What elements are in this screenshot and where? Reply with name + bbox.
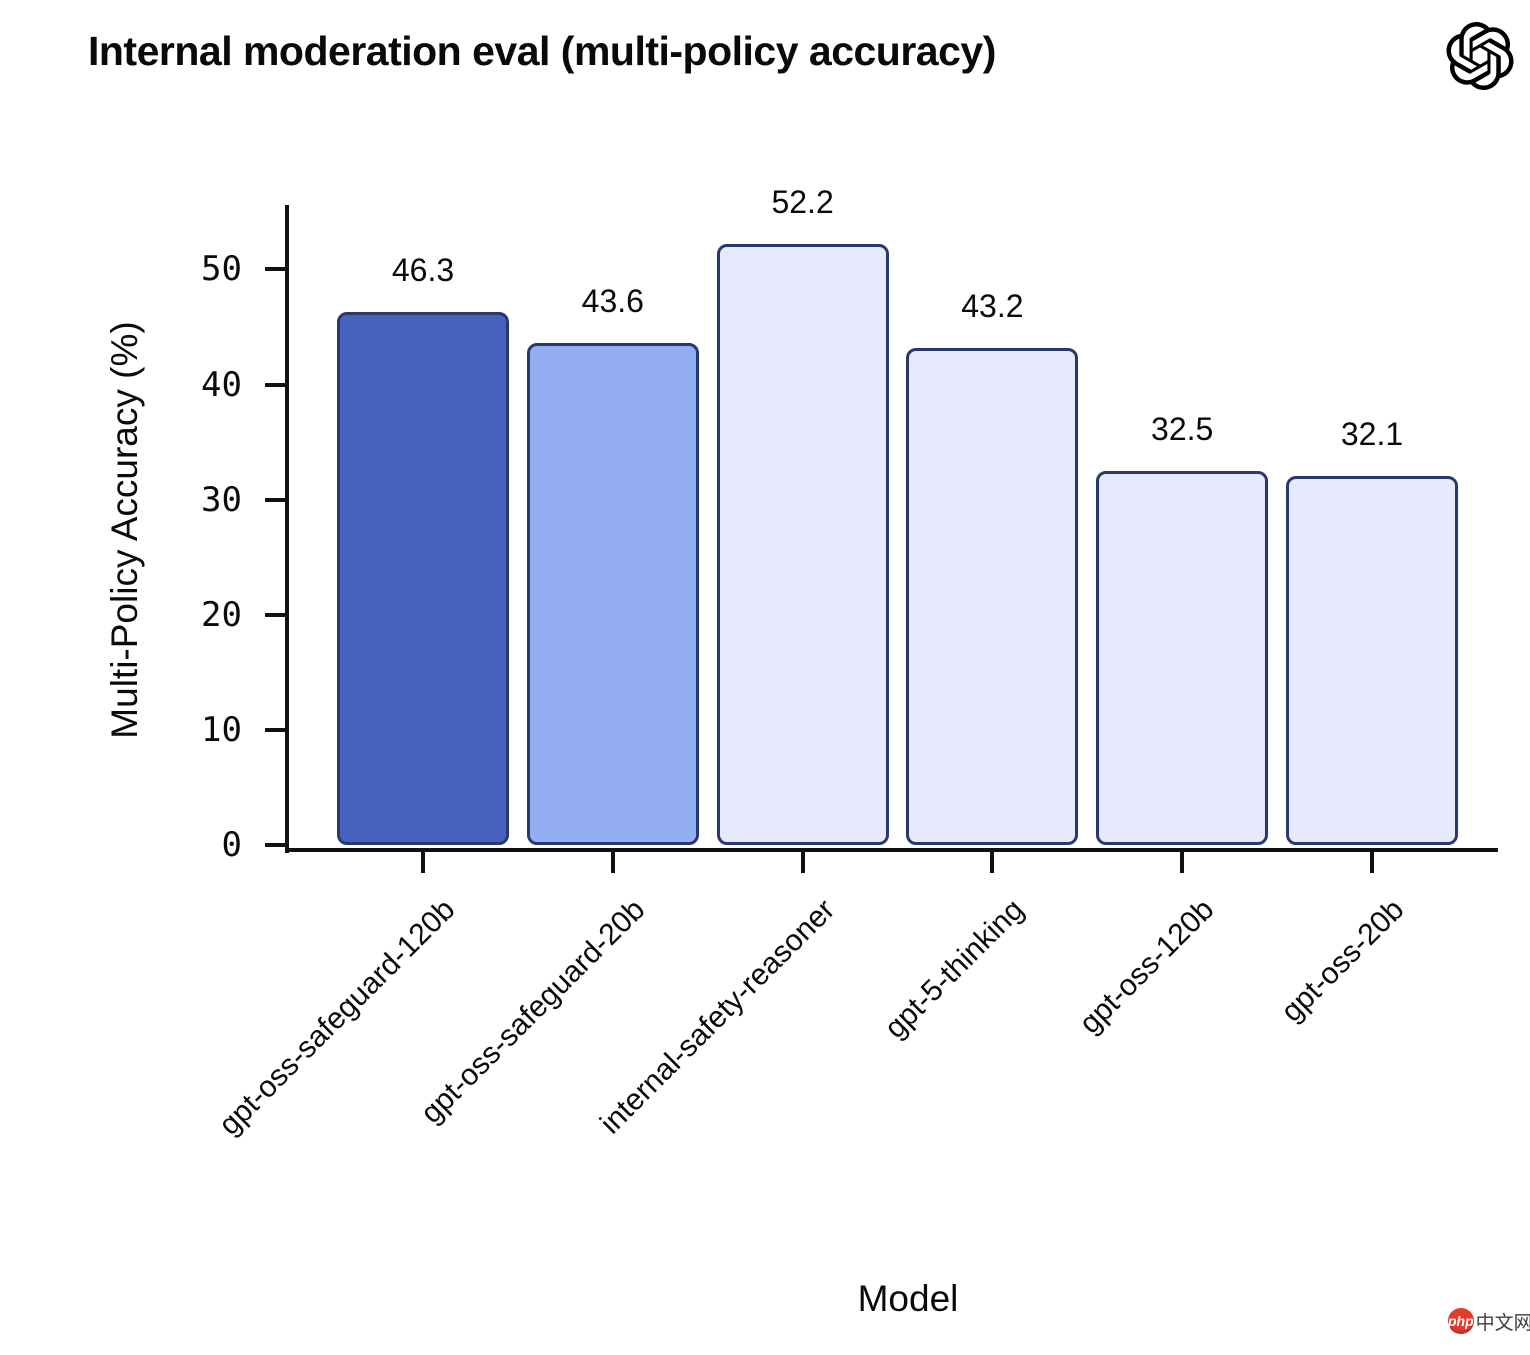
watermark-site-text: 中文网 [1475, 1312, 1530, 1334]
y-tick-label: 20 [201, 594, 242, 635]
watermark: php 中文网 [1448, 1306, 1530, 1336]
y-tick-mark [265, 612, 286, 617]
bar-value-label: 52.2 [771, 184, 834, 221]
x-tick-mark [800, 852, 805, 873]
y-tick-label: 40 [201, 364, 242, 405]
y-tick-mark [265, 727, 286, 732]
x-axis-line [285, 848, 1498, 852]
bar [526, 343, 699, 845]
bar-value-label: 43.2 [961, 287, 1024, 324]
x-tick-mark [421, 852, 425, 873]
y-tick-mark [265, 382, 286, 387]
x-tick-mark [610, 852, 615, 873]
y-tick-mark [265, 267, 286, 272]
y-tick-label: 30 [201, 479, 242, 520]
bar [1286, 475, 1458, 845]
php-logo-badge: php [1448, 1308, 1474, 1334]
x-tick-mark [1370, 852, 1374, 873]
y-tick-mark [265, 843, 286, 847]
y-axis-line [285, 205, 289, 853]
bar [337, 312, 509, 845]
y-tick-label: 0 [221, 825, 242, 865]
bar [716, 244, 889, 845]
bar [906, 347, 1079, 845]
x-axis-title: Model [857, 1278, 959, 1319]
bar-value-label: 43.6 [581, 283, 644, 320]
chart-title: Internal moderation eval (multi-policy a… [88, 28, 996, 74]
y-axis-title: Multi-Policy Accuracy (%) [104, 321, 145, 739]
bar [1096, 470, 1269, 845]
y-tick-mark [265, 497, 286, 502]
x-tick-mark [1180, 852, 1185, 873]
y-tick-label: 50 [201, 249, 242, 290]
bar-value-label: 32.1 [1340, 415, 1404, 452]
x-tick-label: gpt-oss-safeguard-120b [212, 893, 462, 1142]
y-tick-label: 10 [201, 709, 242, 750]
bar-value-label: 32.5 [1151, 410, 1214, 447]
bar-value-label: 46.3 [391, 252, 455, 289]
x-tick-mark [990, 852, 995, 873]
openai-logo-icon [1446, 22, 1514, 90]
x-tick-label: gpt-oss-safeguard-20b [414, 893, 652, 1130]
